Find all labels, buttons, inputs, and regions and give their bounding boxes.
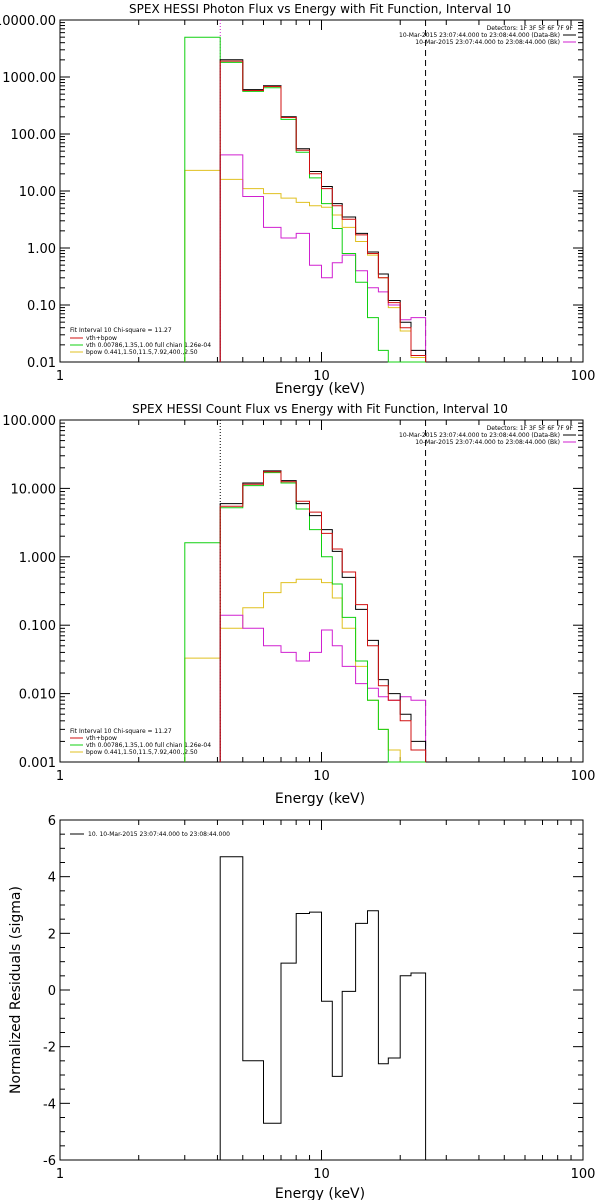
count-flux-panel: SPEX HESSI Count Flux vs Energy with Fit… (2, 402, 595, 807)
info-line: 10-Mar-2015 23:07:44.000 to 23:08:44.000… (415, 439, 560, 446)
legend-label-total: vth+bpow (86, 335, 117, 342)
legend-label-vth: vth 0.00786,1.35,1.00 full chian 1.26e-0… (86, 742, 211, 749)
x-axis-label: Energy (keV) (275, 1186, 365, 1200)
series-bk (219, 154, 427, 362)
x-tick-label: 1 (56, 369, 64, 384)
y-axis-label: Normalized Residuals (sigma) (8, 886, 24, 1094)
y-tick-label: 1.000 (19, 551, 56, 566)
legend-label-bpow: bpow 0.441,1.50,11.5,7.92,400.,2.50 (86, 749, 198, 756)
y-tick-label: 10.00 (19, 185, 56, 200)
x-tick-label: 10 (313, 1167, 330, 1182)
info-line: Detectors: 1F 3F 5F 6F 7F 9F (487, 25, 574, 32)
y-tick-label: 2 (48, 927, 56, 942)
y-tick-label: 0.100 (19, 619, 56, 634)
x-tick-label: 10 (313, 369, 330, 384)
y-tick-label: -2 (43, 1041, 56, 1056)
y-tick-label: 10.000 (11, 482, 57, 497)
y-tick-label: 0.01 (27, 356, 56, 371)
y-tick-label: 100.00 (11, 128, 57, 143)
y-tick-label: 0.001 (19, 756, 56, 771)
x-tick-label: 1 (56, 1167, 64, 1182)
y-tick-label: 1.00 (27, 242, 56, 257)
series-bk (219, 614, 427, 762)
legend-label-vth: vth 0.00786,1.35,1.00 full chian 1.26e-0… (86, 342, 211, 349)
series-data (219, 856, 427, 1160)
fit-header: Fit Interval 10 Chi-square = 11.27 (70, 327, 172, 334)
info-line: 10-Mar-2015 23:07:44.000 to 23:08:44.000… (399, 432, 560, 439)
y-tick-label: -4 (43, 1097, 56, 1112)
x-tick-label: 1 (56, 769, 64, 784)
x-tick-label: 100 (571, 1167, 596, 1182)
x-tick-label: 10 (313, 769, 330, 784)
series-vth (184, 472, 426, 763)
y-tick-label: 4 (48, 871, 56, 886)
y-tick-label: 0.010 (19, 688, 56, 703)
x-axis-label: Energy (keV) (275, 381, 365, 397)
y-tick-label: 1000.00 (2, 71, 56, 86)
legend-label-data: 10. 10-Mar-2015 23:07:44.000 to 23:08:44… (88, 831, 230, 838)
plot-frame (59, 419, 584, 763)
fit-header: Fit Interval 10 Chi-square = 11.27 (70, 728, 172, 735)
series-bpow (184, 169, 427, 362)
series-data (219, 59, 427, 362)
info-line: 10-Mar-2015 23:07:44.000 to 23:08:44.000… (399, 32, 560, 39)
legend-label-total: vth+bpow (86, 735, 117, 742)
series-total (219, 60, 427, 362)
info-line: 10-Mar-2015 23:07:44.000 to 23:08:44.000… (415, 39, 560, 46)
chart-title: SPEX HESSI Count Flux vs Energy with Fit… (132, 402, 508, 416)
series-bpow (184, 578, 426, 763)
info-line: Detectors: 1F 3F 5F 6F 7F 9F (487, 425, 574, 432)
y-tick-label: 10000.00 (0, 14, 56, 29)
series-vth (184, 36, 426, 363)
x-tick-label: 100 (571, 769, 596, 784)
y-tick-label: 100.000 (2, 414, 56, 429)
photon-flux-panel: SPEX HESSI Photon Flux vs Energy with Fi… (0, 2, 595, 397)
chart-title: SPEX HESSI Photon Flux vs Energy with Fi… (129, 2, 511, 16)
x-tick-label: 100 (571, 369, 596, 384)
y-tick-label: 6 (48, 814, 56, 829)
y-tick-label: 0.10 (27, 299, 56, 314)
y-tick-label: 0 (48, 984, 56, 999)
legend-label-bpow: bpow 0.441,1.50,11.5,7.92,400.,2.50 (86, 349, 198, 356)
y-tick-label: -6 (43, 1154, 56, 1169)
residuals-panel: Energy (keV) Normalized Residuals (sigma… (8, 814, 595, 1200)
x-axis-label: Energy (keV) (275, 791, 365, 807)
series-data (219, 470, 427, 762)
series-total (219, 471, 427, 762)
